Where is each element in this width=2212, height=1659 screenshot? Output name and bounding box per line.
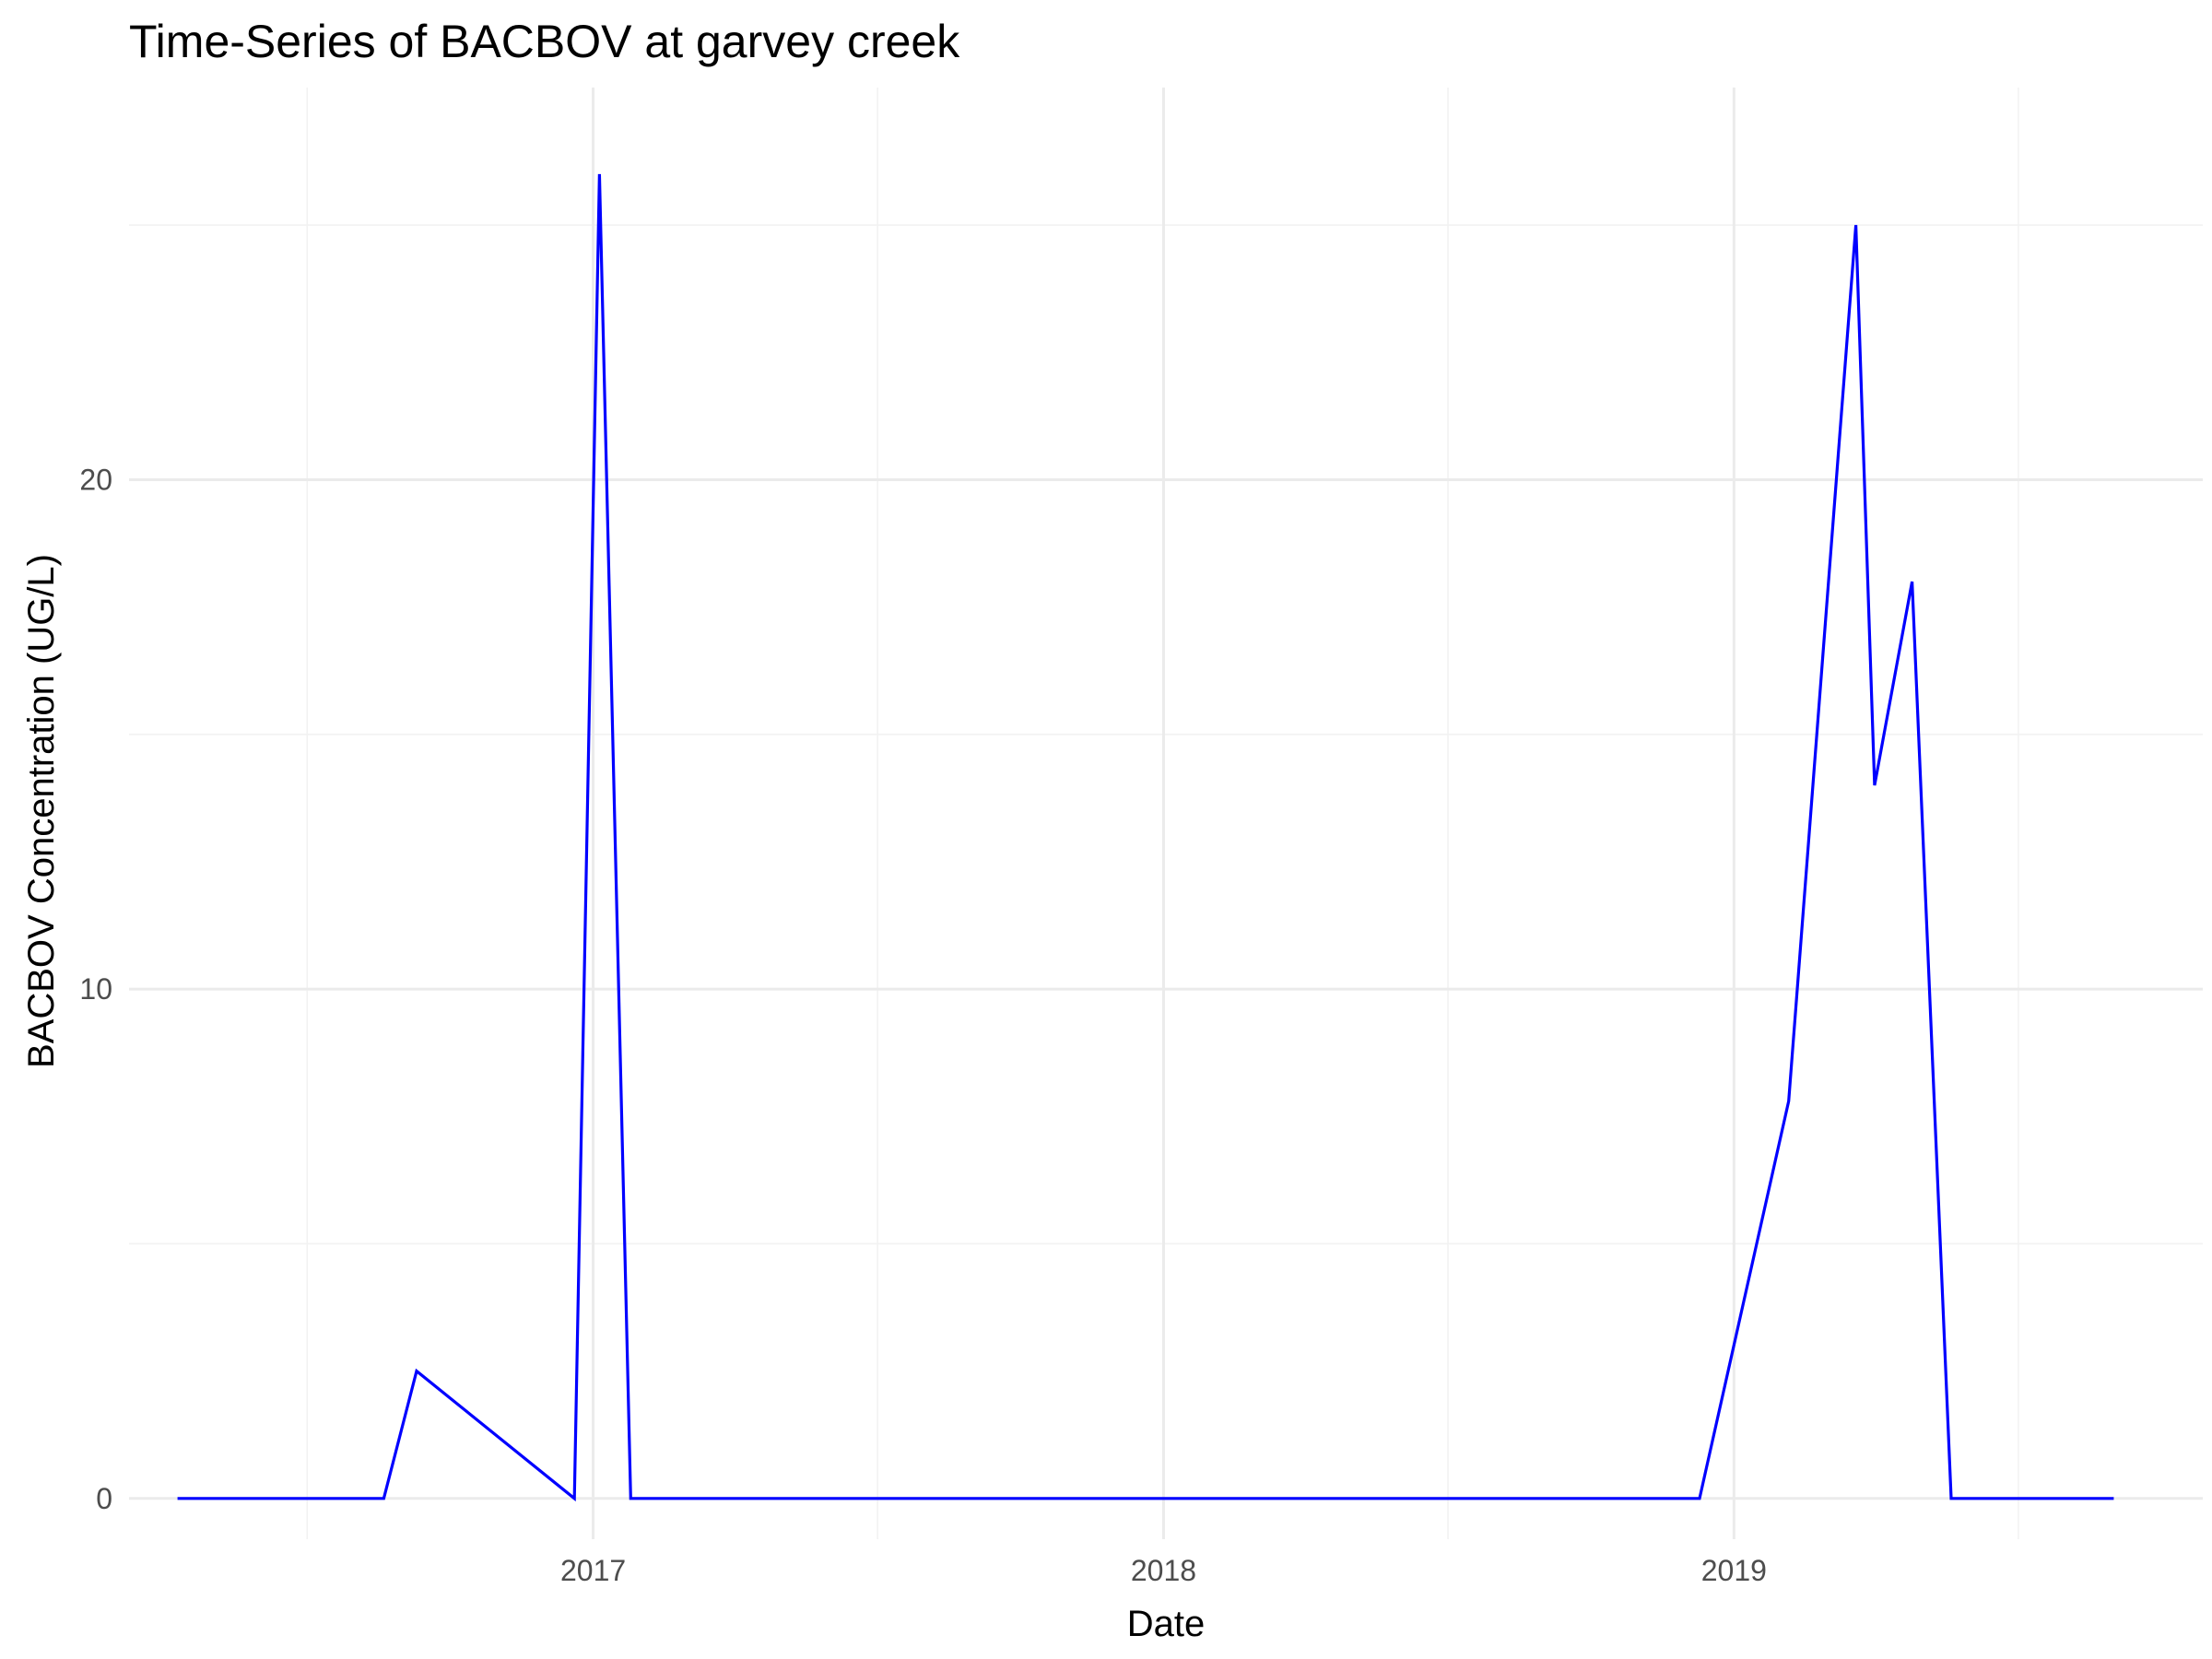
y-tick-label: 20	[79, 464, 112, 497]
y-axis-title: BACBOV Concentration (UG/L)	[21, 554, 62, 1068]
x-tick-label: 2017	[560, 1554, 626, 1587]
y-axis-tick-labels: 0 10 20	[79, 464, 112, 1515]
series-line-0	[177, 173, 2114, 1502]
chart-title: Time-Series of BACBOV at garvey creek	[129, 16, 960, 67]
x-axis-title: Date	[1127, 1604, 1206, 1644]
x-axis-tick-labels: 2017 2018 2019	[560, 1554, 1767, 1587]
x-tick-label: 2018	[1131, 1554, 1196, 1587]
y-tick-label: 0	[96, 1482, 112, 1515]
minor-grid	[129, 88, 2203, 1539]
x-tick-label: 2019	[1701, 1554, 1767, 1587]
y-tick-label: 10	[79, 972, 112, 1006]
series-layer	[177, 173, 2114, 1502]
major-grid	[129, 88, 2203, 1539]
